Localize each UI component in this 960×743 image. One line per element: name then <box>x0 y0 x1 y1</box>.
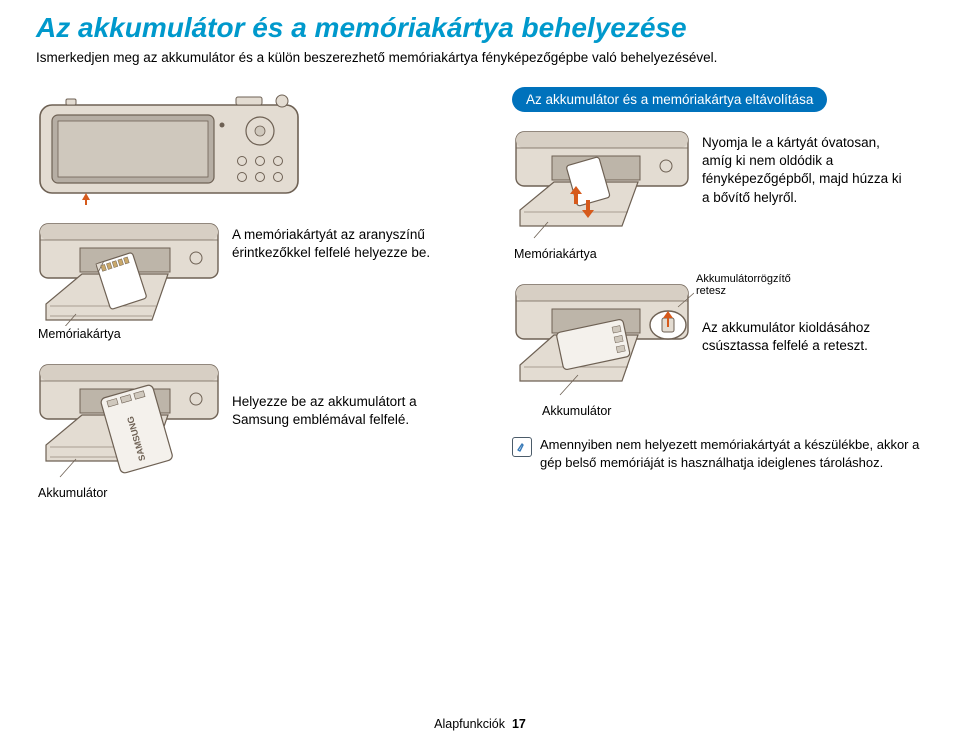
memory-card-label-right: Memóriakártya <box>514 247 694 261</box>
memory-card-insert-desc: A memóriakártyát az aranyszínű érintkező… <box>232 218 472 262</box>
battery-remove-illustration: Akkumulátorrögzítő retesz <box>512 279 694 418</box>
footer-label: Alapfunkciók <box>434 717 505 731</box>
page-number: 17 <box>512 717 526 731</box>
page-footer: Alapfunkciók 17 <box>0 717 960 731</box>
note-text: Amennyiben nem helyezett memóriakártyát … <box>540 436 924 471</box>
note: Amennyiben nem helyezett memóriakártyát … <box>512 436 924 471</box>
page-subtitle: Ismerkedjen meg az akkumulátor és a külö… <box>36 50 924 65</box>
battery-label-left: Akkumulátor <box>38 486 226 500</box>
memory-card-remove-desc: Nyomja le a kártyát óvatosan, amíg ki ne… <box>702 126 912 207</box>
page-title: Az akkumulátor és a memóriakártya behely… <box>36 12 924 44</box>
battery-insert-desc: Helyezze be az akkumulátort a Samsung em… <box>232 359 472 429</box>
info-icon <box>512 437 532 457</box>
memory-card-remove-illustration: Memóriakártya <box>512 126 694 261</box>
memory-card-label-left: Memóriakártya <box>38 327 226 341</box>
memory-card-insert-illustration: Memóriakártya <box>36 218 226 341</box>
removal-section-title: Az akkumulátor és a memóriakártya eltávo… <box>512 87 827 112</box>
battery-insert-illustration: SAMSUNG Akkumulátor <box>36 359 226 500</box>
latch-label: Akkumulátorrögzítő retesz <box>696 273 802 297</box>
camera-back-illustration <box>36 87 306 212</box>
